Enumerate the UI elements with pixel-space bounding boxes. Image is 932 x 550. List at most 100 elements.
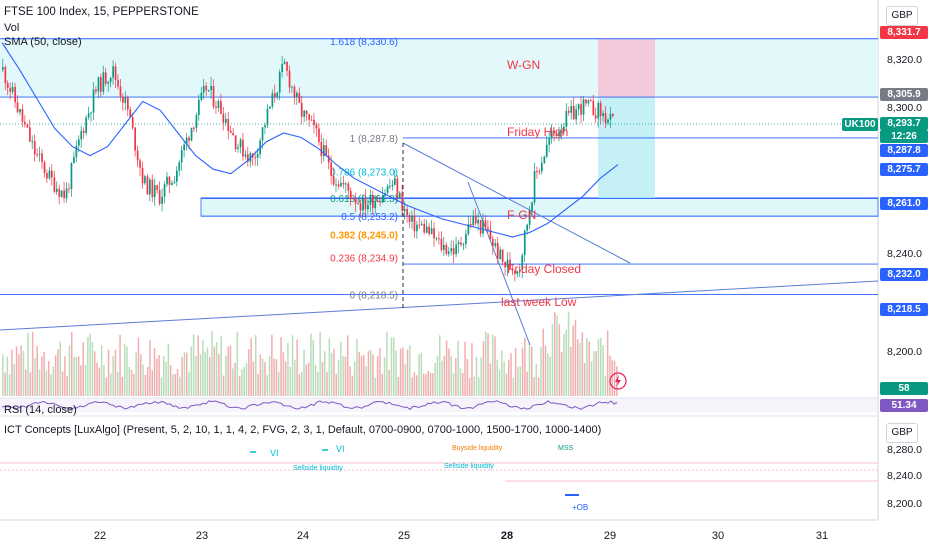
volume-bar — [314, 364, 317, 396]
volume-bar — [123, 344, 126, 396]
volume-bar — [151, 370, 153, 396]
sma-legend[interactable]: SMA (50, close) — [4, 36, 82, 48]
candle-body — [479, 219, 482, 234]
volume-bar — [195, 356, 197, 396]
candle-body — [452, 248, 455, 255]
candle-body — [2, 67, 4, 70]
candle-body — [4, 67, 7, 84]
candle-body — [482, 220, 484, 234]
volume-bar — [572, 325, 574, 396]
volume-bar — [586, 338, 588, 396]
candle-body — [38, 153, 41, 155]
candle-body — [501, 249, 504, 262]
volume-bar — [117, 372, 119, 396]
fib-level-label: 1 (8,287.8) — [350, 134, 398, 145]
candle-body — [433, 228, 435, 239]
volume-bar — [478, 377, 480, 396]
volume-bar — [425, 374, 427, 396]
symbol-tag[interactable]: UK100 — [842, 118, 878, 131]
candle-body — [340, 182, 342, 187]
candle-body — [193, 127, 195, 129]
candle-body — [9, 88, 12, 92]
volume-bar — [278, 371, 280, 396]
volume-bar — [409, 345, 411, 396]
volume-bar — [448, 348, 450, 396]
candle-body — [296, 92, 298, 98]
candle-body — [457, 242, 460, 245]
volume-bar — [487, 333, 489, 396]
volume-bar — [358, 352, 360, 396]
candle-body — [394, 178, 396, 185]
volume-bar — [326, 372, 328, 396]
ict-sellside-label: Sellside liquidity — [293, 465, 343, 472]
volume-bar — [268, 356, 271, 396]
volume-bar — [48, 361, 50, 396]
volume-bar — [305, 364, 308, 396]
volume-bar — [393, 337, 395, 396]
candle-body — [577, 104, 580, 110]
candle-body — [347, 183, 350, 191]
volume-bar — [165, 361, 167, 396]
volume-bar — [365, 366, 367, 396]
volume-bar — [560, 351, 563, 396]
ict-axis-label: 8,280.0 — [886, 444, 922, 456]
candle-body — [92, 89, 95, 113]
volume-bar — [482, 341, 485, 396]
candle-body — [242, 139, 244, 157]
candle-body — [315, 124, 318, 129]
candle-body — [293, 86, 296, 97]
price-axis-label: 8,240.0 — [886, 248, 922, 260]
price-tag-last: 8,293.7 — [880, 117, 928, 130]
candle-body — [146, 176, 149, 195]
volume-bar — [512, 377, 515, 396]
candle-body — [607, 119, 609, 123]
candle-body — [506, 259, 509, 268]
volume-bar — [565, 330, 567, 396]
volume-bar — [434, 363, 436, 396]
volume-bar — [574, 319, 577, 396]
candle-body — [73, 157, 75, 163]
volume-bar — [498, 369, 501, 396]
currency-button-main[interactable]: GBP — [886, 6, 918, 26]
volume-bar — [121, 376, 124, 396]
candle-body — [604, 113, 607, 123]
volume-bar — [457, 340, 459, 396]
candle-body — [345, 183, 347, 185]
candle-body — [516, 271, 519, 274]
time-axis-tick: 30 — [711, 530, 725, 542]
candle-body — [119, 86, 122, 97]
candle-body — [41, 153, 43, 163]
ict-legend[interactable]: ICT Concepts [LuxAlgo] (Present, 5, 2, 1… — [4, 424, 602, 436]
rsi-legend[interactable]: RSI (14, close) — [4, 404, 77, 416]
candle-body — [568, 110, 570, 113]
candle-body — [60, 190, 63, 197]
volume-bar — [112, 356, 114, 396]
volume-bar — [29, 372, 32, 396]
candle-body — [134, 127, 136, 151]
volume-bar — [284, 361, 287, 396]
vol-legend[interactable]: Vol — [4, 22, 20, 34]
candle-body — [100, 77, 102, 92]
candle-body — [450, 248, 453, 252]
volume-bar — [190, 346, 193, 396]
candle-body — [367, 204, 369, 210]
volume-bar — [41, 356, 43, 396]
volume-bar — [475, 356, 478, 396]
candle-body — [247, 154, 249, 162]
volume-bar — [64, 356, 66, 396]
candle-body — [553, 130, 555, 133]
volume-bar — [158, 355, 160, 396]
volume-bar — [273, 358, 275, 396]
volume-bar — [234, 362, 236, 396]
price-tag-friday-closed: 8,232.0 — [880, 268, 928, 281]
candle-body — [585, 99, 587, 104]
candle-body — [492, 239, 494, 247]
candle-body — [396, 178, 399, 198]
volume-bar — [298, 373, 301, 396]
candle-body — [528, 211, 531, 225]
candle-body — [308, 114, 310, 120]
currency-button-ict[interactable]: GBP — [886, 423, 918, 443]
volume-bar — [376, 356, 379, 396]
volume-bar — [381, 373, 383, 396]
